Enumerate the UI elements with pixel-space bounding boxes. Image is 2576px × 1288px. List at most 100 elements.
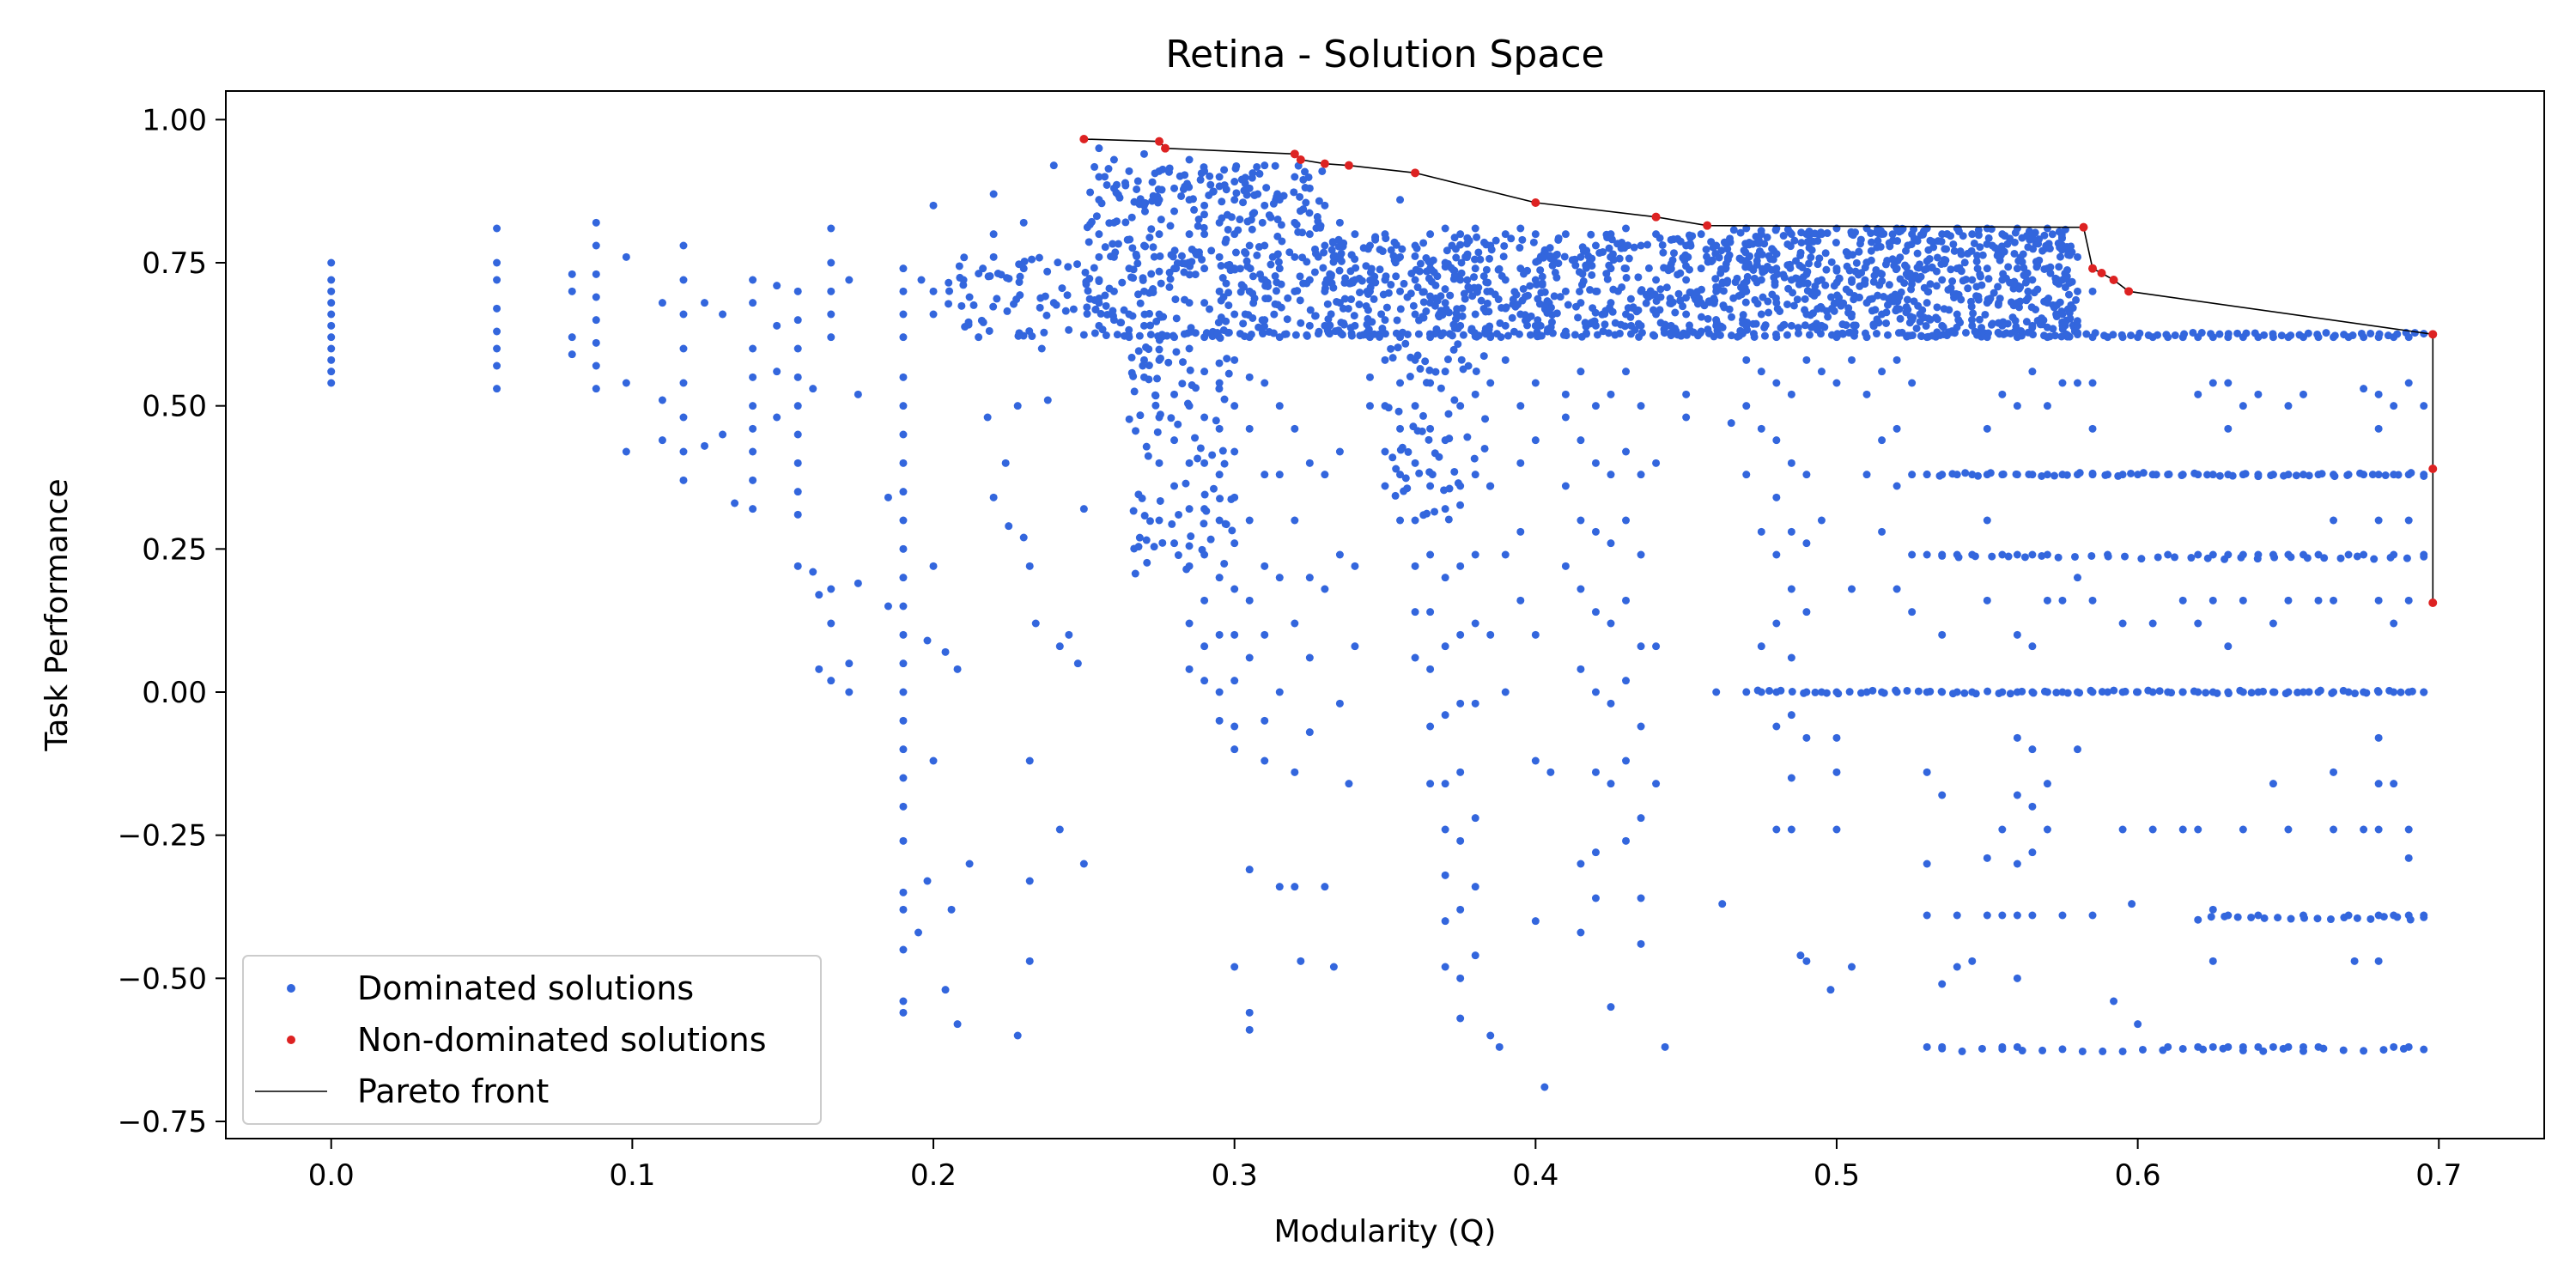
dominated-point — [1893, 355, 1901, 364]
dominated-point — [2374, 390, 2383, 398]
y-tick-label: 1.00 — [142, 103, 207, 137]
x-tick-label: 0.2 — [910, 1158, 957, 1193]
dominated-point — [1335, 218, 1344, 227]
dominated-point — [2404, 911, 2413, 920]
dominated-point — [1591, 241, 1600, 250]
dominated-point — [1230, 230, 1239, 239]
dominated-point — [1974, 471, 1983, 480]
dominated-point — [1305, 459, 1314, 467]
dominated-point — [1516, 310, 1525, 319]
dominated-point — [1340, 320, 1348, 329]
dominated-point — [1862, 390, 1871, 398]
dominated-point — [2420, 688, 2428, 696]
dominated-point — [1940, 255, 1948, 264]
dominated-point — [1139, 274, 1147, 283]
dominated-point — [1215, 359, 1224, 368]
dominated-point — [2118, 333, 2127, 342]
dominated-point — [1471, 255, 1479, 264]
dominated-point — [1134, 347, 1143, 355]
dominated-point — [493, 224, 501, 233]
dominated-point — [1903, 295, 1911, 304]
dominated-point — [1802, 270, 1811, 278]
dominated-point — [592, 316, 600, 325]
dominated-point — [2058, 688, 2067, 696]
dominated-point — [1370, 295, 1378, 303]
dominated-point — [2374, 733, 2383, 742]
dominated-point — [2148, 825, 2157, 834]
dominated-point — [1206, 535, 1215, 544]
dominated-point — [1682, 310, 1691, 319]
dominated-point — [2224, 424, 2233, 433]
non-dominated-point — [2428, 330, 2438, 339]
dominated-point — [1129, 507, 1138, 515]
dominated-point — [1426, 665, 1435, 673]
dominated-point — [1426, 608, 1435, 617]
dominated-point — [1485, 322, 1494, 331]
dominated-point — [749, 505, 757, 513]
dominated-point — [1215, 252, 1224, 261]
non-dominated-point — [1079, 135, 1089, 143]
dominated-point — [960, 253, 969, 262]
dominated-point — [1748, 240, 1757, 248]
dominated-point — [1351, 642, 1359, 651]
dominated-point — [1459, 331, 1467, 339]
dominated-point — [1622, 756, 1631, 765]
dominated-point — [2239, 688, 2247, 696]
dominated-point — [1637, 241, 1645, 250]
dominated-point — [1871, 306, 1880, 314]
dominated-point — [1499, 252, 1508, 261]
dominated-point — [1127, 353, 1136, 361]
dominated-point — [2374, 780, 2383, 788]
dominated-point — [1850, 331, 1858, 340]
dominated-point — [1901, 261, 1910, 270]
dominated-point — [1396, 333, 1405, 342]
dominated-point — [1620, 244, 1629, 252]
dominated-point — [1444, 410, 1453, 418]
dominated-point — [1401, 474, 1410, 483]
dominated-point — [1470, 273, 1479, 282]
dominated-point — [1114, 240, 1122, 248]
dominated-point — [2390, 619, 2398, 628]
dominated-point — [1607, 619, 1615, 628]
dominated-point — [719, 310, 727, 319]
dominated-point — [1164, 167, 1173, 176]
dominated-point — [1103, 180, 1111, 189]
dominated-point — [1132, 427, 1140, 435]
dominated-point — [2277, 331, 2286, 340]
dominated-point — [993, 269, 1002, 277]
dominated-point — [1681, 251, 1690, 259]
x-tick-label: 0.6 — [2115, 1158, 2161, 1193]
dominated-point — [1351, 255, 1359, 264]
dominated-point — [1932, 282, 1941, 290]
dominated-point — [1425, 435, 1433, 444]
dominated-point — [2118, 1047, 2127, 1055]
dominated-point — [1456, 768, 1465, 776]
non-dominated-point — [2428, 465, 2438, 473]
dominated-point — [2078, 1047, 2087, 1055]
dominated-point — [1109, 184, 1118, 192]
dominated-point — [1291, 331, 1300, 339]
dominated-point — [1456, 402, 1465, 410]
dominated-point — [1127, 213, 1136, 222]
dominated-point — [1479, 272, 1488, 281]
dominated-point — [1974, 292, 1983, 301]
dominated-point — [1577, 368, 1585, 376]
dominated-point — [827, 333, 835, 342]
dominated-point — [1957, 250, 1965, 258]
dominated-point — [899, 802, 908, 811]
dominated-point — [793, 488, 802, 496]
dominated-point — [845, 276, 854, 284]
dominated-point — [2178, 825, 2187, 834]
dominated-point — [1823, 229, 1832, 238]
dominated-point — [1578, 243, 1587, 252]
dominated-point — [1970, 239, 1978, 247]
dominated-point — [1893, 237, 1902, 246]
dominated-point — [1805, 244, 1814, 252]
dominated-point — [1794, 329, 1802, 337]
dominated-point — [1166, 222, 1175, 230]
non-dominated-point — [1344, 161, 1353, 170]
dominated-point — [2284, 402, 2293, 410]
dominated-point — [1261, 379, 1269, 387]
dominated-point — [1920, 313, 1929, 322]
dominated-point — [1615, 329, 1624, 337]
